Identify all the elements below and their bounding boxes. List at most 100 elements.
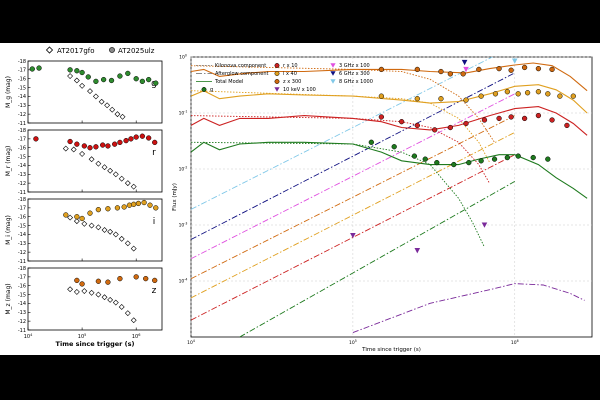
point-at2025ulz [67, 67, 73, 73]
point-at2025ulz [143, 275, 149, 282]
obs-point-g [478, 158, 484, 164]
obs-point-r x 10 [549, 117, 555, 123]
y-tick-label: 10-1 [179, 110, 188, 117]
point-at2025ulz [139, 133, 146, 139]
obs-point-r x 10 [508, 114, 514, 120]
point-at2017gfo [67, 286, 74, 293]
y-tick-label: -16 [18, 146, 26, 152]
obs-point-g [491, 156, 498, 162]
point-at2017gfo [107, 296, 114, 303]
legend-marker-8 GHz x 1000 [330, 79, 336, 84]
y-tick-label: -11 [18, 328, 26, 334]
obs-point-r x 10 [463, 120, 469, 127]
obs-point-z x 300 [549, 66, 555, 73]
point-at2017gfo [92, 93, 99, 100]
legend-marker-r x 10 [274, 63, 280, 68]
legend-marker-g [201, 87, 207, 92]
obs-point-i x 40 [438, 96, 444, 102]
legend-band-label: 6 GHz x 300 [339, 71, 370, 77]
point-at2017gfo [124, 180, 131, 187]
y-tick-label: -16 [18, 284, 26, 290]
afterglow-line-3 GHz x 100 [191, 93, 516, 260]
x-tick-label: 106 [132, 333, 141, 340]
legend-marker-6 GHz x 300 [330, 71, 336, 76]
point-at2017gfo [107, 167, 114, 174]
point-at2025ulz [74, 68, 80, 74]
obs-point-r x 10 [496, 115, 502, 122]
upper-limit-3 GHz x 100 [463, 66, 469, 73]
point-at2025ulz [79, 215, 85, 222]
point-at2017gfo [112, 231, 119, 238]
y-tick-label: -12 [18, 250, 26, 256]
upper-limit-10 keV x 100 [350, 232, 356, 239]
obs-point-g [434, 159, 440, 166]
obs-point-i x 40 [414, 96, 420, 102]
legend-band-label: r x 10 [283, 63, 298, 69]
point-at2017gfo [67, 73, 74, 79]
afterglow-line-i x 40 [191, 131, 516, 299]
series-AT2025ulz [63, 199, 159, 222]
y-tick-label: 10-3 [179, 222, 188, 229]
series-AT2025ulz [29, 65, 159, 86]
obs-point-g [545, 156, 551, 162]
point-at2017gfo [79, 150, 86, 157]
panel-i: -18 -17 -16 -15 -14 -13 -12 -11 M_i (mag) i [5, 197, 163, 265]
obs-point-g [422, 156, 428, 162]
series-AT2017gfo [67, 73, 126, 120]
x-tick-label: 105 [349, 339, 357, 346]
x-tick-label: 105 [78, 333, 87, 340]
obs-point-r x 10 [398, 119, 405, 125]
kilonova-line-i x 40 [191, 90, 491, 163]
obs-point-z x 300 [438, 68, 444, 75]
flux-frame [190, 56, 593, 338]
y-tick-label: -15 [18, 223, 26, 229]
legend-band-label: i x 40 [283, 71, 297, 77]
x-axis-label: Time since trigger (s) [56, 340, 135, 348]
y-tick-label: 100 [179, 54, 187, 61]
y-tick-label: -12 [18, 181, 26, 187]
obs-point-g [368, 139, 374, 145]
x-axis-label: Time since trigger (s) [361, 347, 421, 353]
obs-point-i x 40 [570, 93, 576, 99]
series-AT2017gfo [67, 214, 137, 252]
obs-point-z x 300 [521, 64, 528, 71]
point-at2025ulz [87, 145, 93, 151]
series-AT2017gfo [62, 145, 137, 190]
obs-point-r x 10 [481, 117, 488, 123]
point-at2025ulz [63, 212, 69, 218]
point-at2025ulz [33, 136, 39, 142]
legend-band-label: 8 GHz x 1000 [339, 79, 373, 85]
obs-point-z x 300 [378, 66, 385, 73]
legend-band-label: z x 300 [283, 79, 301, 85]
obs-point-z x 300 [476, 66, 482, 73]
obs-point-g [530, 154, 536, 161]
upper-limit-6 GHz x 300 [461, 59, 468, 66]
y-tick-label: -13 [18, 310, 26, 316]
point-at2017gfo [109, 106, 116, 113]
legend-style-label: Kilonova component [215, 63, 266, 69]
left-legend: AT2017gfo AT2025ulz [45, 46, 155, 55]
obs-point-i x 40 [463, 97, 469, 103]
y-axis-label: M_r (mag) [5, 146, 12, 177]
point-at2017gfo [95, 291, 102, 298]
y-tick-label: -14 [18, 94, 26, 100]
band-label: r [152, 148, 156, 158]
total-model-line-g [191, 141, 588, 199]
obs-point-i x 40 [478, 93, 484, 99]
point-at2017gfo [130, 183, 137, 190]
y-tick-label: -12 [18, 319, 26, 325]
point-at2017gfo [101, 164, 108, 171]
y-tick-label: -17 [18, 275, 26, 281]
y-tick-label: -16 [18, 77, 26, 83]
obs-point-g [391, 144, 397, 150]
point-at2025ulz [74, 214, 80, 220]
series-AT2017gfo [67, 286, 137, 324]
obs-point-i x 40 [515, 91, 521, 97]
y-tick-label: -12 [18, 112, 26, 118]
point-at2017gfo [119, 113, 126, 120]
x-tick-label: 104 [24, 333, 33, 340]
legend-band-label: 10 keV x 100 [283, 87, 316, 93]
y-tick-label: -15 [18, 85, 26, 91]
upper-limit-10 keV x 100 [481, 222, 488, 228]
obs-point-i x 40 [557, 93, 563, 99]
